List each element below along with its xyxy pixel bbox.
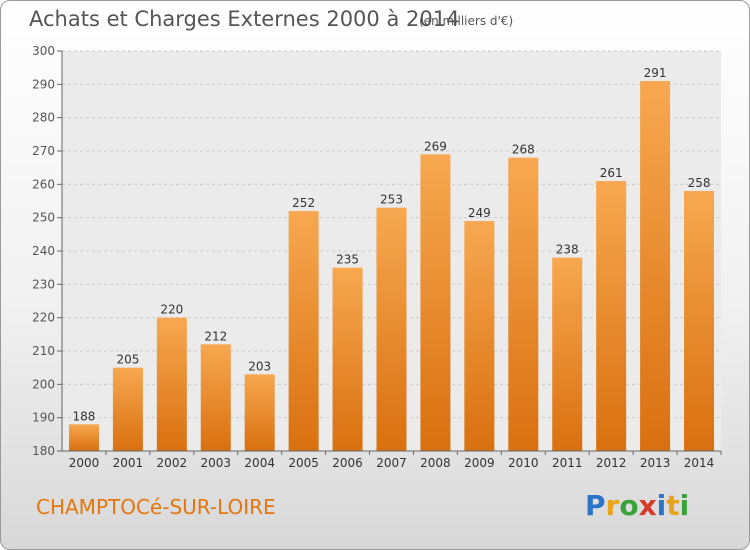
logo-letter: i — [656, 489, 667, 522]
bar-layer: 188 205 220 212 203 252 235 253 269 249 268 238 261 2… — [68, 66, 715, 452]
y-tick-label: 230 — [32, 277, 55, 291]
x-tick-label-2004: 2004 — [244, 456, 275, 470]
data-label-2014: 258 — [688, 176, 711, 190]
y-tick-label: 260 — [32, 177, 55, 191]
x-tick-label-2010: 2010 — [508, 456, 539, 470]
bar-2014 — [684, 191, 715, 451]
logo-letter: P — [585, 489, 606, 522]
y-tick-label: 210 — [32, 344, 55, 358]
data-label-2002: 220 — [160, 303, 183, 317]
bar-2006 — [332, 267, 363, 451]
place-name: CHAMPTOCé-SUR-LOIRE — [36, 495, 276, 519]
data-label-2009: 249 — [468, 206, 491, 220]
x-tick-label-2005: 2005 — [288, 456, 319, 470]
data-label-2010: 268 — [512, 143, 535, 157]
logo-letter: i — [679, 489, 690, 522]
logo-letter: r — [605, 489, 620, 522]
bar-2010 — [508, 157, 539, 451]
chart-subtitle: (en milliers d'€) — [419, 14, 514, 28]
y-tick-label: 180 — [32, 444, 55, 458]
bar-2004 — [244, 374, 275, 451]
y-tick-label: 240 — [32, 244, 55, 258]
x-tick-label-2007: 2007 — [376, 456, 407, 470]
logo-letter: t — [666, 489, 680, 522]
bar-2002 — [156, 317, 187, 451]
x-tick-label-2006: 2006 — [332, 456, 363, 470]
y-tick-label: 250 — [32, 211, 55, 225]
x-tick-label-2013: 2013 — [640, 456, 671, 470]
data-label-2008: 269 — [424, 139, 447, 153]
data-label-2011: 238 — [556, 243, 579, 257]
bar-2008 — [420, 154, 451, 452]
y-tick-label: 220 — [32, 311, 55, 325]
data-label-2005: 252 — [292, 196, 315, 210]
bar-2013 — [640, 81, 671, 451]
data-label-2013: 291 — [644, 66, 667, 80]
chart-title: Achats et Charges Externes 2000 à 2014 — [29, 7, 460, 31]
y-tick-label: 300 — [32, 44, 55, 58]
data-label-2004: 203 — [248, 359, 271, 373]
x-tick-label-2012: 2012 — [596, 456, 627, 470]
x-tick-label-2011: 2011 — [552, 456, 583, 470]
data-label-2001: 205 — [116, 353, 139, 367]
data-label-2007: 253 — [380, 193, 403, 207]
y-tick-label: 290 — [32, 77, 55, 91]
axis-layer: 180 190 200 210 220 230 240 250 260 270 280 290 300 2… — [32, 44, 722, 470]
bar-2011 — [552, 257, 583, 451]
bar-2003 — [200, 344, 231, 451]
bar-2009 — [464, 221, 495, 451]
data-label-2000: 188 — [73, 409, 96, 423]
x-tick-label-2008: 2008 — [420, 456, 451, 470]
y-tick-label: 270 — [32, 144, 55, 158]
bar-2001 — [112, 367, 143, 451]
data-label-2006: 235 — [336, 253, 359, 267]
data-label-2003: 212 — [204, 329, 227, 343]
data-label-2012: 261 — [600, 166, 623, 180]
y-tick-label: 200 — [32, 377, 55, 391]
proxiti-logo: Proxiti — [585, 489, 689, 522]
x-tick-label-2014: 2014 — [684, 456, 715, 470]
y-tick-label: 190 — [32, 411, 55, 425]
logo-letter: x — [638, 489, 657, 522]
bar-2000 — [68, 424, 99, 451]
logo-letter: o — [619, 489, 639, 522]
bar-2005 — [288, 211, 319, 451]
y-tick-label: 280 — [32, 111, 55, 125]
x-tick-label-2002: 2002 — [157, 456, 188, 470]
bar-2007 — [376, 207, 407, 451]
x-tick-label-2003: 2003 — [200, 456, 231, 470]
x-tick-label-2009: 2009 — [464, 456, 495, 470]
bar-2012 — [596, 181, 627, 451]
x-tick-label-2001: 2001 — [113, 456, 144, 470]
x-tick-label-2000: 2000 — [69, 456, 100, 470]
